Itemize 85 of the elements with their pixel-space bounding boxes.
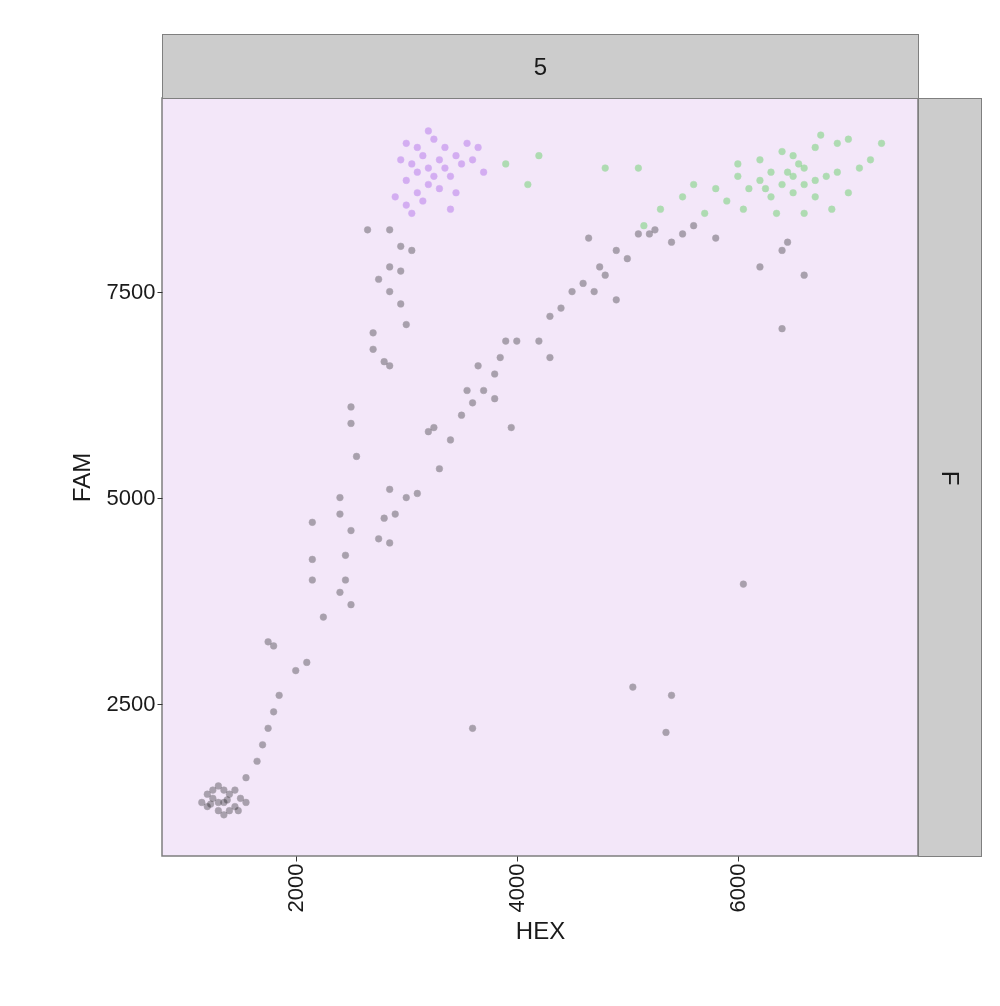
point [424, 180, 433, 189]
point [778, 147, 786, 156]
y-tick-label: 5000 [106, 485, 156, 511]
point [756, 176, 764, 185]
point [446, 205, 455, 214]
point [789, 188, 797, 197]
point [761, 184, 770, 193]
point [855, 164, 864, 172]
point [479, 168, 488, 176]
point [435, 184, 444, 193]
point [844, 188, 853, 197]
point [733, 172, 742, 181]
x-tick-label: 4000 [504, 863, 530, 913]
point [866, 155, 875, 164]
x-tick-label: 6000 [725, 863, 751, 913]
point [457, 160, 466, 168]
point [700, 209, 709, 218]
point [689, 180, 698, 189]
point [396, 155, 405, 164]
point [733, 160, 742, 168]
point [767, 193, 775, 201]
point [811, 143, 820, 152]
point [794, 160, 803, 168]
point [767, 168, 775, 176]
point [800, 209, 809, 218]
point [441, 164, 449, 172]
point [407, 160, 416, 168]
point [756, 155, 764, 164]
point [402, 176, 411, 185]
point [413, 188, 422, 197]
point [827, 205, 836, 214]
point [474, 143, 482, 152]
point [413, 168, 422, 176]
point [463, 139, 471, 148]
point [413, 143, 422, 152]
point [789, 172, 797, 181]
point [745, 184, 753, 193]
point [535, 151, 543, 160]
point [407, 209, 416, 218]
point [424, 164, 433, 172]
point [778, 180, 786, 189]
point [772, 209, 781, 218]
point [656, 205, 665, 214]
point [877, 139, 886, 148]
point [430, 172, 438, 181]
point [640, 221, 648, 230]
point [722, 197, 731, 205]
point [446, 172, 455, 181]
point [468, 155, 477, 164]
point [833, 168, 842, 176]
point [800, 180, 809, 189]
point [430, 135, 438, 144]
point [435, 155, 444, 164]
point [424, 127, 433, 135]
point [452, 188, 460, 197]
point [402, 139, 411, 148]
point [501, 160, 510, 168]
point [800, 164, 809, 172]
x-axis-title: HEX [515, 917, 566, 945]
point [811, 193, 820, 201]
point [452, 151, 460, 160]
point [739, 205, 748, 214]
point [418, 197, 427, 205]
point [601, 164, 610, 172]
chart-title: 5 [162, 34, 919, 99]
point [833, 139, 842, 148]
y-tick-label: 2500 [106, 691, 156, 717]
point [844, 135, 853, 144]
y-axis-title: FAM [67, 452, 95, 503]
point [391, 193, 400, 201]
point [634, 164, 643, 172]
y-tick-label: 7500 [106, 279, 156, 305]
point [822, 172, 831, 181]
x-tick-label: 2000 [283, 863, 309, 913]
point [816, 131, 825, 139]
point [711, 184, 720, 193]
text: F [936, 470, 964, 485]
point [811, 176, 820, 185]
point [418, 151, 427, 160]
point [789, 151, 797, 160]
point [523, 180, 532, 189]
point [783, 168, 792, 176]
point [402, 201, 411, 209]
point [678, 193, 687, 201]
point [441, 143, 449, 152]
